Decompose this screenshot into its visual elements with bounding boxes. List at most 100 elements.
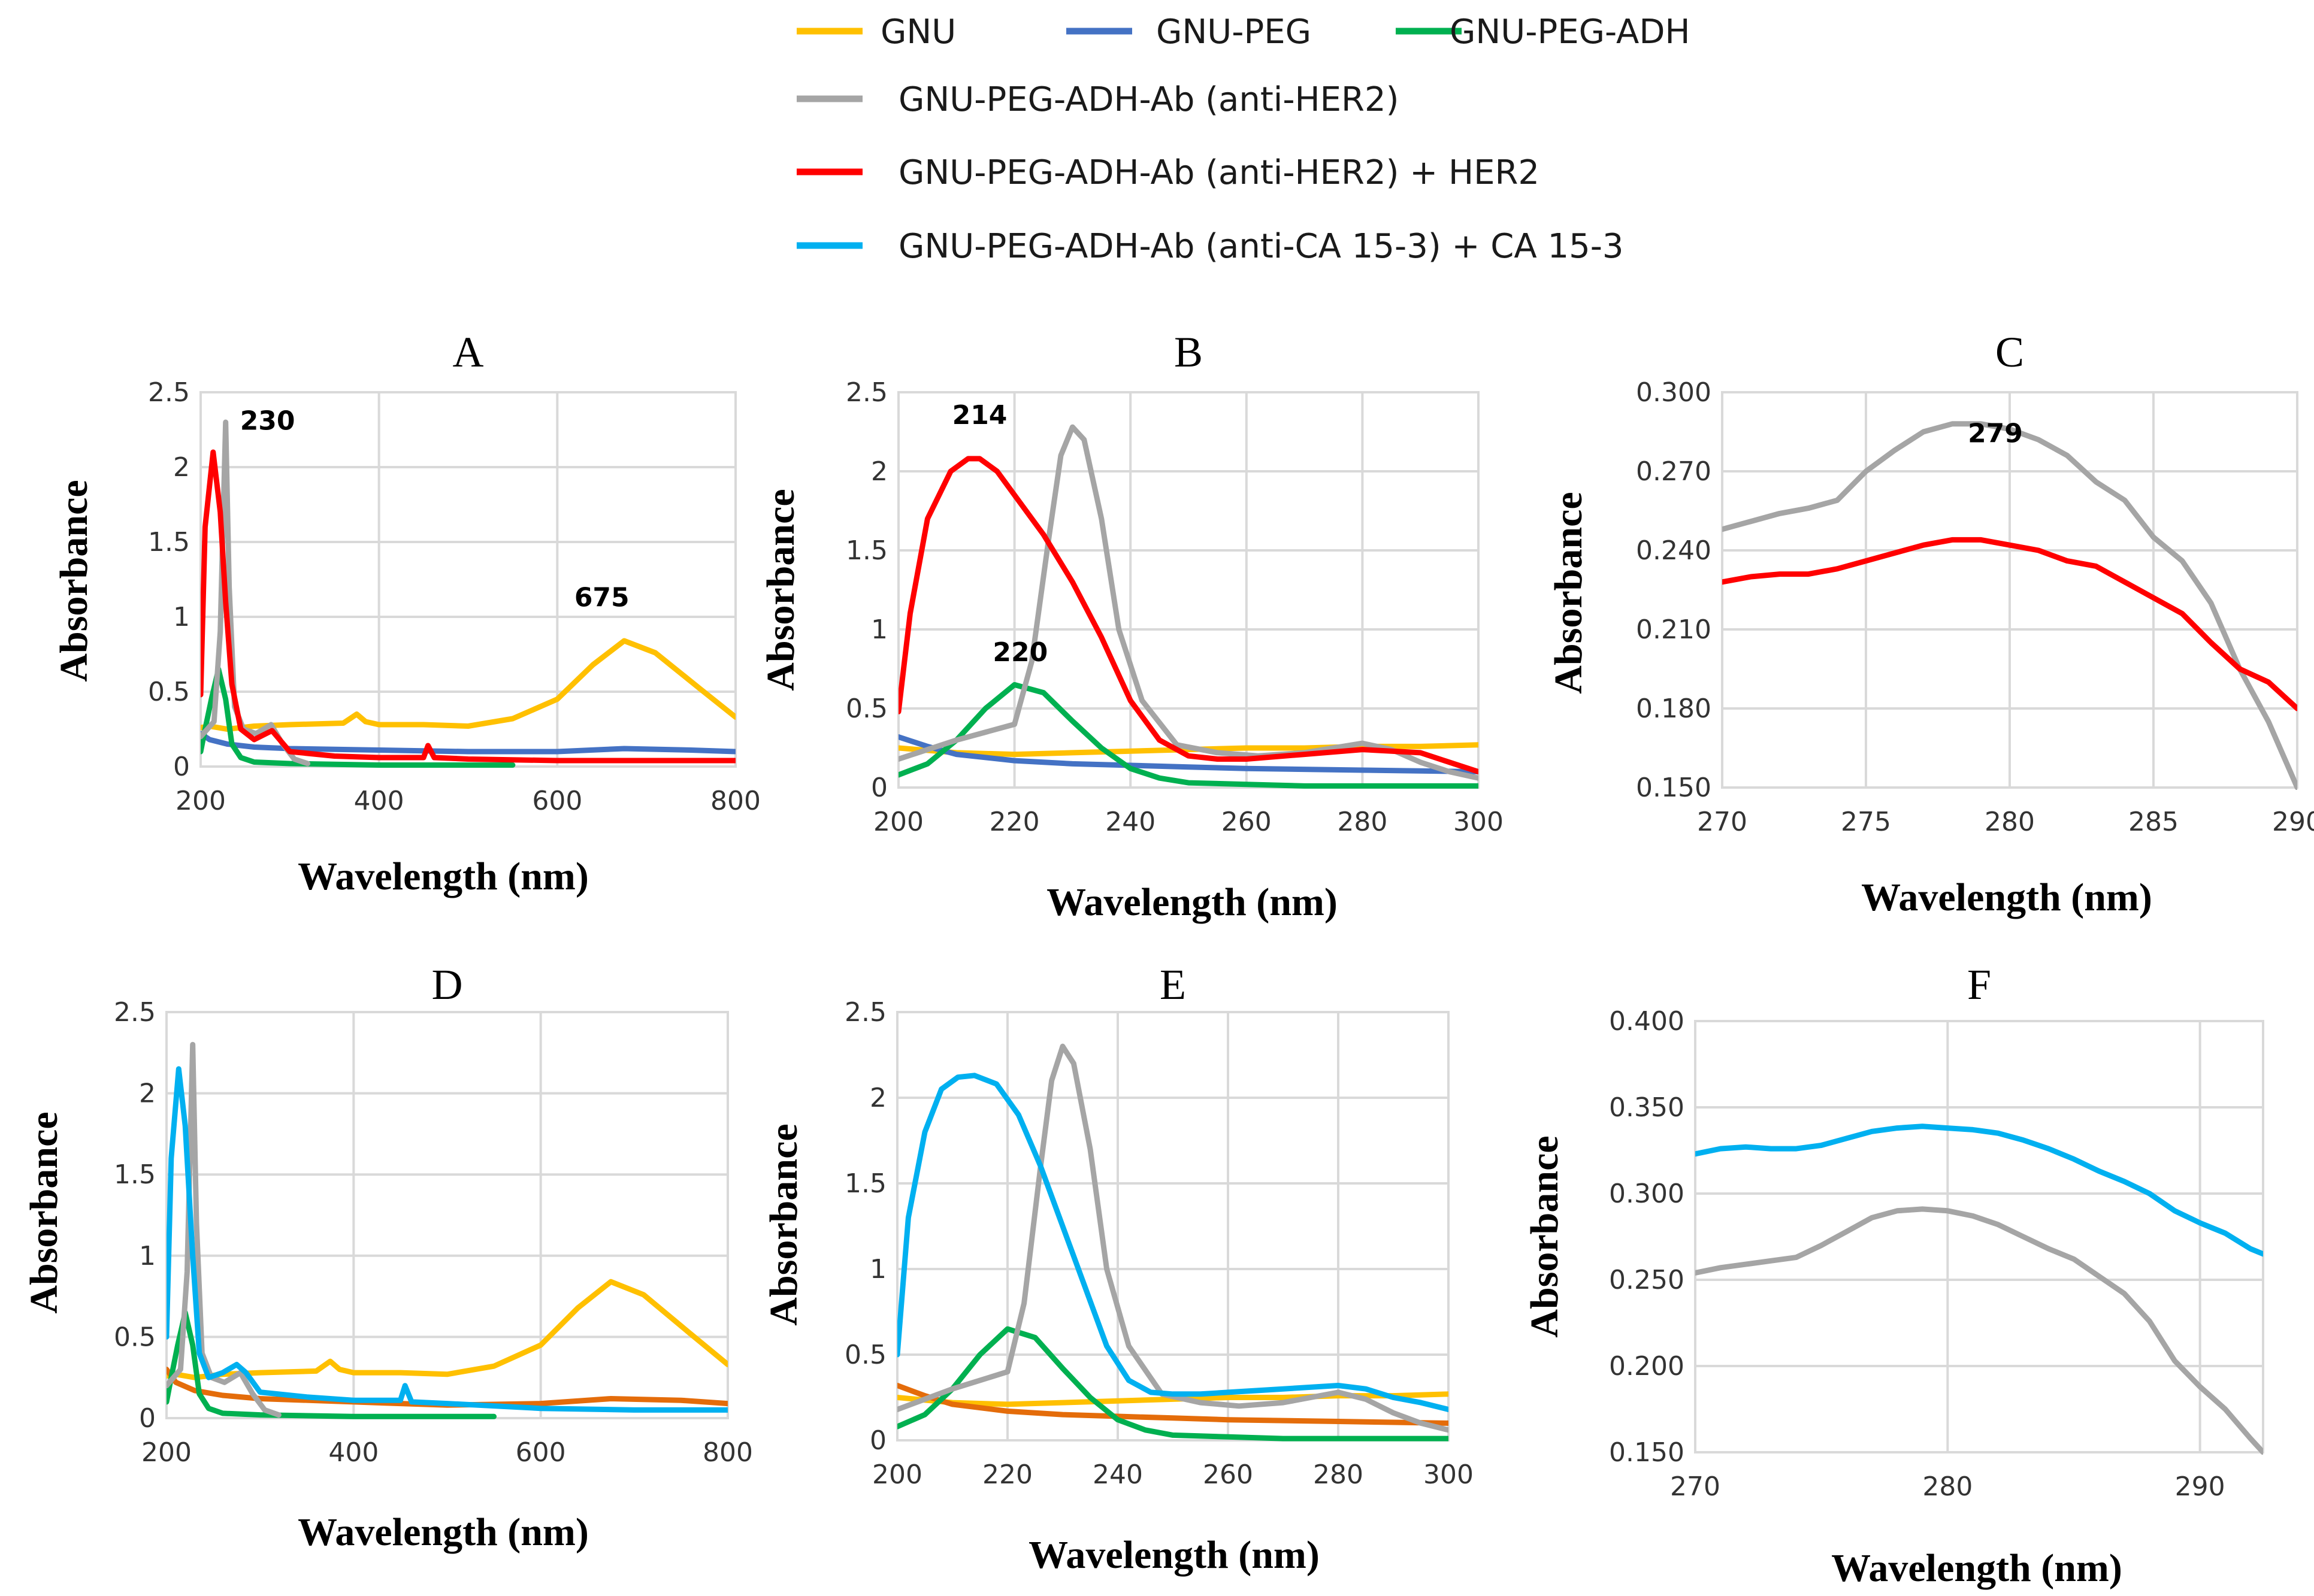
- panel-b-series-gnu-peg-adh-ab-anti-her2: [899, 424, 1478, 781]
- panel-f-ytick: 0.300: [1609, 1179, 1684, 1209]
- panel-c-xtick: 270: [1697, 807, 1747, 837]
- panel-d-series: [167, 1041, 728, 1419]
- panel-a-series: [201, 419, 736, 768]
- panel-f-ytick: 0.250: [1609, 1265, 1684, 1295]
- panel-a-annotation: 675: [574, 583, 630, 613]
- panel-c-ytick: 0.270: [1636, 456, 1711, 487]
- panel-c-series-gnu-peg-adh-ab-anti-her2: [1722, 421, 2297, 790]
- panel-a-plot-area: [199, 391, 737, 768]
- panel-e-series-gnu-peg-adh-ab-anti-her2: [897, 1043, 1448, 1433]
- panel-a: 0 0.5 1 1.5 2 2.5 200 400 600 800 230 675 A Wavelengt…: [52, 328, 761, 898]
- panel-a-xtick: 200: [176, 786, 226, 816]
- panel-c-xtick: 285: [2128, 807, 2179, 837]
- panel-f-xtick: 290: [2175, 1471, 2225, 1502]
- panel-f-xtick: 270: [1670, 1471, 1720, 1502]
- panel-b-ytick: 0: [871, 773, 888, 803]
- panel-a-xlabel: Wavelength (nm): [298, 855, 589, 898]
- panel-e: 0 0.5 1 1.5 2 2.5 200 220 240 260 280 300 E Wavelengt…: [762, 961, 1474, 1577]
- panel-c-ytick: 0.180: [1636, 693, 1711, 724]
- panel-d-ytick: 1.5: [114, 1159, 156, 1190]
- legend-label-gnu-peg-adh-ab-anti-ca-15-3-ca-15-3: GNU-PEG-ADH-Ab (anti-CA 15-3) + CA 15-3: [899, 227, 1624, 266]
- legend-label-gnu-peg-adh-ab-anti-her2: GNU-PEG-ADH-Ab (anti-HER2): [899, 80, 1399, 119]
- panel-e-ytick: 2.5: [845, 997, 887, 1028]
- panel-b-series-gnu-peg-adh: [899, 682, 1478, 789]
- panel-e-xlabel: Wavelength (nm): [1029, 1533, 1320, 1577]
- panel-c-series-gnu-peg-adh-ab-anti-her2-her2: [1722, 537, 2297, 711]
- panel-e-title: E: [1160, 961, 1186, 1009]
- panel-c-series: [1722, 421, 2297, 790]
- panel-e-xtick: 220: [982, 1459, 1033, 1490]
- panel-a-series-gnu-peg-adh-ab-anti-her2-her2: [201, 449, 736, 764]
- panel-b-title: B: [1174, 328, 1203, 376]
- legend-label-gnu: GNU: [881, 13, 956, 52]
- panel-a-ytick: 0: [173, 752, 190, 782]
- panel-d-xtick: 600: [516, 1437, 566, 1468]
- panel-c-xtick: 275: [1841, 807, 1891, 837]
- panel-f-series-gnu-peg-adh-ab-anti-her2: [1695, 1206, 2263, 1455]
- panel-c-annotation: 279: [1968, 419, 2023, 449]
- panel-a-xtick: 400: [354, 786, 404, 816]
- panel-f-ytick: 0.150: [1609, 1437, 1684, 1468]
- panel-e-ytick: 0.5: [845, 1340, 887, 1370]
- panel-b-annotation: 214: [952, 400, 1008, 431]
- panel-f-title: F: [1967, 961, 1991, 1009]
- panel-e-xtick: 200: [872, 1459, 922, 1490]
- panel-b-xtick: 300: [1453, 807, 1504, 837]
- panel-e-ytick: 0: [870, 1425, 887, 1456]
- panel-e-xtick: 240: [1093, 1459, 1143, 1490]
- panel-c-ytick: 0.240: [1636, 535, 1711, 566]
- panel-b-xtick: 220: [990, 807, 1040, 837]
- panel-f-xlabel: Wavelength (nm): [1831, 1546, 2122, 1590]
- panel-b-ytick: 0.5: [846, 693, 888, 724]
- panel-a-series-gnu: [201, 638, 736, 732]
- panel-d-ytick: 1: [139, 1241, 156, 1271]
- panel-a-xtick: 600: [532, 786, 582, 816]
- panel-d-ytick: 2.5: [114, 997, 156, 1028]
- panel-a-xtick: 800: [710, 786, 761, 816]
- panel-a-ytick: 1.5: [148, 527, 190, 558]
- panel-f-series-gnu-peg-adh-ab-anti-ca-15-3-ca-15-3: [1695, 1123, 2263, 1257]
- panel-a-ytick: 2: [173, 452, 190, 483]
- panel-f-series: [1695, 1123, 2263, 1455]
- panel-c-xtick: 280: [1985, 807, 2035, 837]
- panel-f-ylabel: Absorbance: [1523, 1135, 1566, 1337]
- legend-label-gnu-peg-adh-ab-anti-her2-her2: GNU-PEG-ADH-Ab (anti-HER2) + HER2: [899, 153, 1539, 192]
- panel-b: 0 0.5 1 1.5 2 2.5 200 220 240 260 280 300 214 220 B Wav…: [759, 328, 1504, 924]
- panel-c-xtick: 290: [2272, 807, 2314, 837]
- panel-c-ytick: 0.150: [1636, 773, 1711, 803]
- panel-d-ytick: 0.5: [114, 1322, 156, 1352]
- panel-e-xtick: 260: [1203, 1459, 1253, 1490]
- panel-a-ytick: 2.5: [148, 377, 190, 408]
- panel-d-plot-area: [165, 1011, 729, 1419]
- panel-a-ylabel: Absorbance: [52, 480, 96, 682]
- panel-b-xtick: 200: [873, 807, 924, 837]
- panel-b-ytick: 2: [871, 456, 888, 487]
- panel-a-ytick: 1: [173, 602, 190, 632]
- panel-f: 0.150 0.200 0.250 0.300 0.350 0.400 270 280 290 F…: [1523, 961, 2264, 1590]
- panel-d-series-gnu: [167, 1279, 728, 1380]
- panel-d-title: D: [432, 961, 463, 1009]
- legend-label-gnu-peg-adh: GNU-PEG-ADH: [1450, 13, 1690, 52]
- panel-f-xtick: 280: [1922, 1471, 1973, 1502]
- panel-e-xtick: 300: [1423, 1459, 1474, 1490]
- legend: GNU GNU-PEG GNU-PEG-ADH GNU-PEG-ADH-Ab (ant…: [797, 13, 1690, 266]
- panel-d-series-gnu-peg-adh: [167, 1310, 497, 1419]
- panel-c: 0.150 0.180 0.210 0.240 0.270 0.300 270 275 280 2…: [1547, 328, 2314, 919]
- panel-b-plot-area: [897, 391, 1480, 789]
- panel-b-series-gnu-peg-adh-ab-anti-her2-her2: [899, 456, 1478, 775]
- panel-a-series-gnu-peg-adh: [201, 667, 516, 768]
- panel-f-ytick: 0.400: [1609, 1006, 1684, 1037]
- panel-c-title: C: [1995, 328, 2024, 376]
- panel-e-series-gnu-peg-adh: [897, 1326, 1448, 1441]
- panel-c-ytick: 0.210: [1636, 614, 1711, 645]
- panel-b-ytick: 1: [871, 614, 888, 645]
- panel-b-xlabel: Wavelength (nm): [1046, 880, 1338, 924]
- legend-label-gnu-peg: GNU-PEG: [1156, 13, 1311, 52]
- panel-e-series-gnu-peg-adh-ab-anti-ca-15-3-ca-15-3: [897, 1073, 1448, 1412]
- panel-a-ytick: 0.5: [148, 677, 190, 707]
- panel-a-annotation: 230: [240, 406, 295, 437]
- panel-b-ylabel: Absorbance: [759, 489, 803, 691]
- panel-e-ylabel: Absorbance: [762, 1123, 806, 1325]
